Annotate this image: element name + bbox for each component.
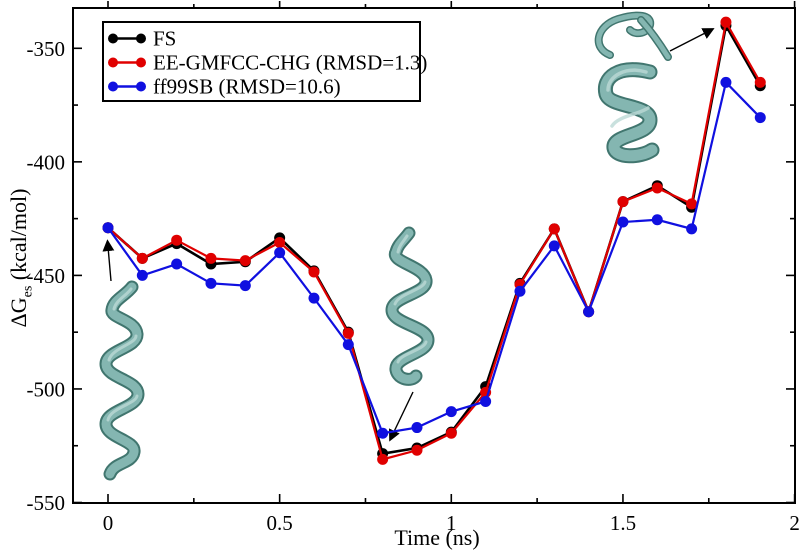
- data-point: [617, 196, 629, 208]
- y-tick-label: -400: [27, 150, 66, 174]
- data-point: [308, 292, 320, 304]
- y-tick-label: -450: [27, 264, 66, 288]
- data-point: [651, 214, 663, 226]
- data-point: [514, 285, 526, 297]
- y-axis-title-subscript: es: [20, 285, 36, 298]
- data-point: [239, 255, 251, 267]
- data-point: [136, 252, 148, 264]
- x-tick-label: 1.5: [610, 511, 636, 535]
- data-point: [308, 266, 320, 278]
- data-point: [274, 247, 286, 259]
- plot-frame: [72, 7, 796, 504]
- y-tick-label: -550: [27, 491, 66, 515]
- data-point: [205, 252, 217, 264]
- data-point: [754, 112, 766, 124]
- legend-marker: [108, 33, 118, 44]
- series-ff99sb: [102, 76, 766, 439]
- y-tick-label: -500: [27, 377, 66, 401]
- data-point: [583, 306, 595, 318]
- legend-marker: [108, 81, 118, 92]
- data-point: [342, 327, 354, 339]
- x-tick-label: 1: [446, 511, 457, 535]
- data-point: [239, 280, 251, 292]
- data-point: [651, 182, 663, 194]
- legend-entry-label: FS: [153, 27, 176, 51]
- x-axis-title: Time (ns): [337, 525, 537, 551]
- axis-tick-labels: 0 0.5 1 1.5 2 -350 -400 -450 -500 -550: [27, 37, 799, 535]
- data-point: [377, 453, 389, 465]
- data-point: [342, 339, 354, 351]
- x-tick-label: 0.5: [267, 511, 293, 535]
- data-point: [686, 198, 698, 210]
- protein-helix-structure-middle-icon: [385, 226, 435, 386]
- y-axis-title-units: (kcal/mol): [6, 188, 31, 281]
- x-axis-title-text: Time (ns): [394, 525, 480, 550]
- legend-marker: [136, 81, 146, 92]
- legend-entry-label: EE-GMFCC-CHG (RMSD=1.3): [153, 51, 427, 75]
- annotation-arrow-start-frame: [102, 239, 115, 282]
- data-point: [411, 422, 423, 434]
- data-point: [377, 427, 389, 439]
- data-point: [686, 223, 698, 235]
- y-tick-label: -350: [27, 37, 66, 61]
- annotation-arrow-minimum-frame: [389, 391, 414, 442]
- axis-ticks: [73, 1, 796, 504]
- data-point: [171, 234, 183, 246]
- data-series-layer: [102, 16, 766, 465]
- data-point: [548, 223, 560, 235]
- data-point: [171, 258, 183, 270]
- protein-structure-top-right-icon: [594, 11, 672, 164]
- series-line: [107, 19, 762, 461]
- series-line: [107, 80, 762, 435]
- data-point: [445, 427, 457, 439]
- data-point: [136, 269, 148, 281]
- data-point: [720, 16, 732, 28]
- legend-marker: [108, 57, 118, 68]
- data-point: [274, 236, 286, 248]
- legend-marker: [136, 57, 146, 68]
- protein-helix-structure-left-icon: [99, 280, 145, 481]
- legend-marker: [136, 33, 146, 44]
- x-tick-label: 2: [789, 511, 799, 535]
- data-point: [102, 222, 114, 234]
- legend-box: [102, 21, 421, 102]
- data-point: [411, 444, 423, 456]
- legend-entry-label: ff99SB (RMSD=10.6): [153, 75, 341, 99]
- annotation-arrow-peak-frame: [669, 28, 715, 52]
- data-point: [445, 406, 457, 418]
- data-point: [480, 395, 492, 407]
- y-axis-title-main: ΔG: [6, 297, 31, 328]
- data-point: [548, 240, 560, 252]
- y-axis-title: ΔGes (kcal/mol): [5, 143, 36, 373]
- data-point: [754, 76, 766, 88]
- data-point: [205, 277, 217, 289]
- data-point: [720, 76, 732, 88]
- data-point: [617, 216, 629, 228]
- x-tick-label: 0: [103, 511, 114, 535]
- series-line: [107, 21, 762, 456]
